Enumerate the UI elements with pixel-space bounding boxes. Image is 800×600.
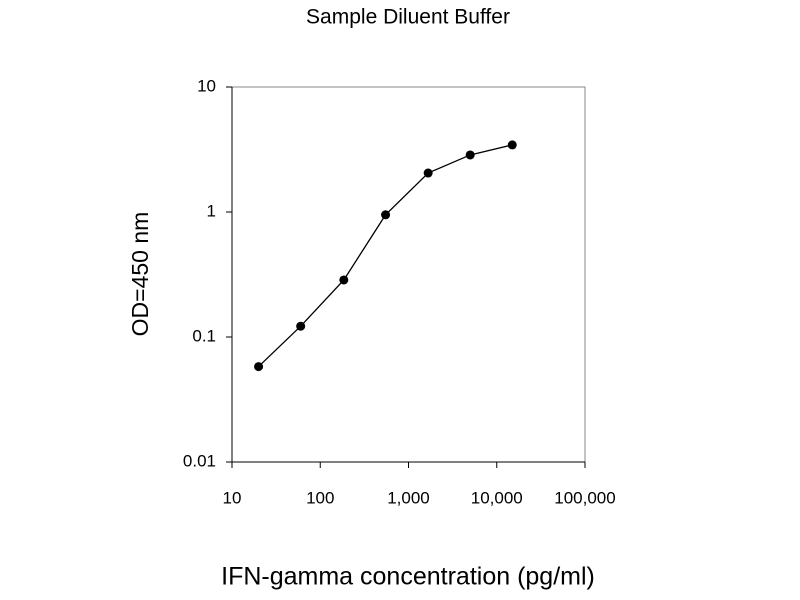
y-tick-label: 0.01 — [183, 451, 216, 470]
data-point — [381, 210, 391, 220]
x-tick-label: 10,000 — [471, 488, 523, 507]
data-point — [465, 150, 475, 160]
data-point — [423, 168, 433, 178]
x-tick-label: 1,000 — [387, 488, 430, 507]
data-point — [296, 321, 306, 331]
x-tick-label: 100,000 — [554, 488, 615, 507]
y-tick-label: 1 — [207, 201, 216, 220]
x-tick-label: 10 — [223, 488, 242, 507]
plot-frame — [231, 86, 586, 463]
data-point — [254, 362, 264, 372]
data-point — [507, 140, 517, 150]
x-tick-label: 100 — [306, 488, 334, 507]
chart-title: Sample Diluent Buffer — [306, 6, 510, 29]
x-axis-label: IFN-gamma concentration (pg/ml) — [221, 563, 595, 591]
y-tick-label: 10 — [197, 76, 216, 95]
data-line — [258, 144, 513, 368]
y-axis-label: OD=450 nm — [127, 212, 153, 337]
y-tick-label: 0.1 — [192, 326, 216, 345]
data-point — [339, 275, 349, 285]
